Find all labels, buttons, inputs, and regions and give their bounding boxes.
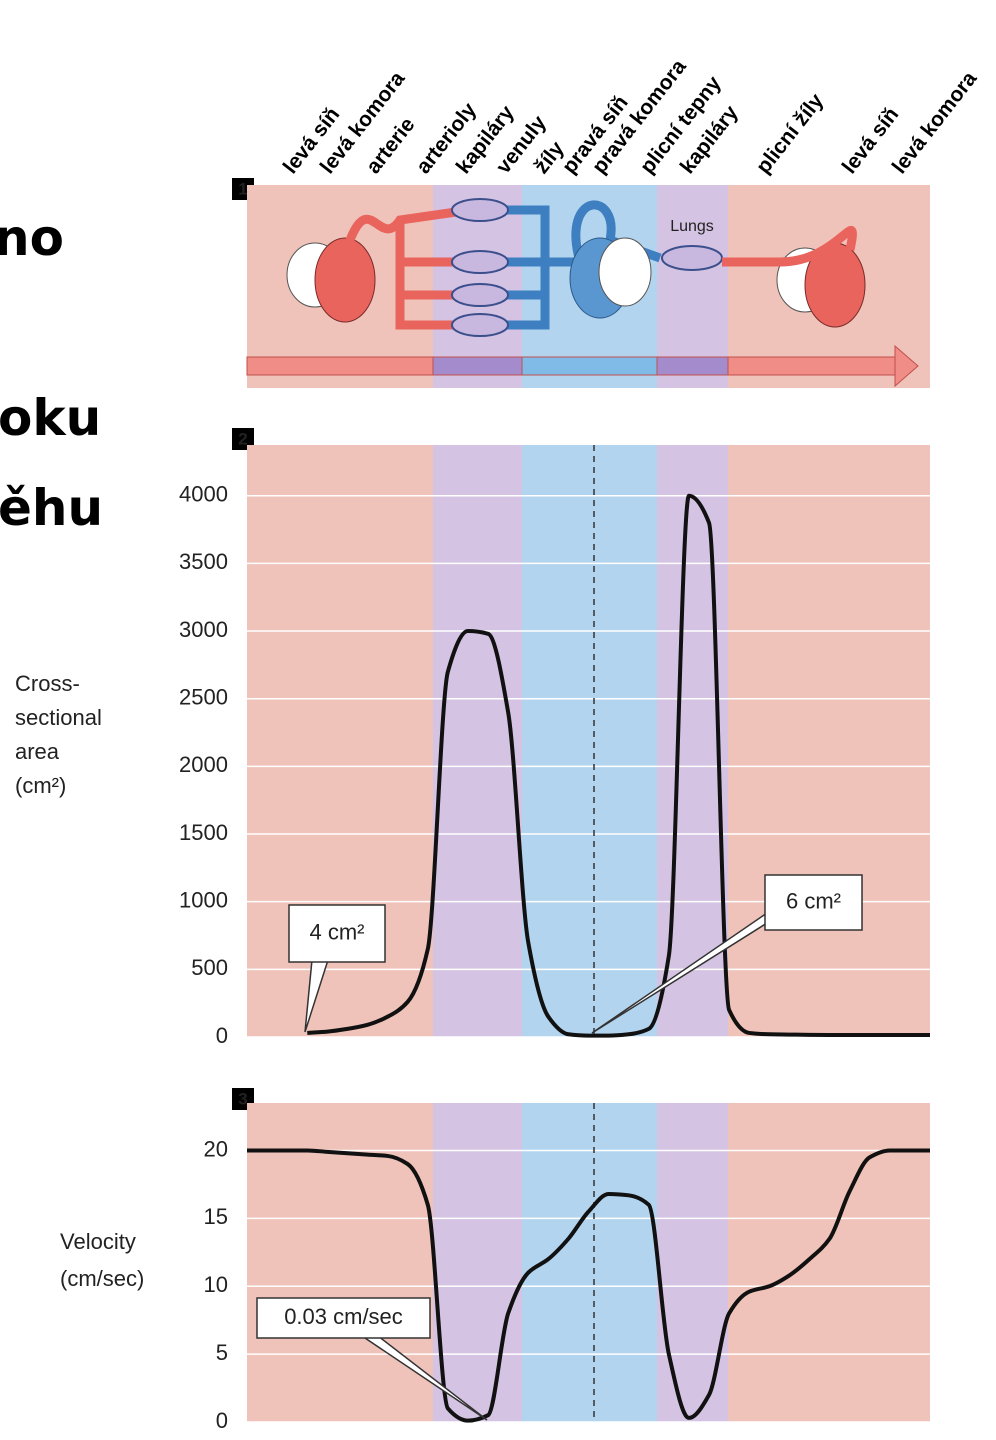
lungs-label: Lungs xyxy=(670,218,714,235)
vessel xyxy=(722,226,857,267)
plot-band xyxy=(433,1103,522,1422)
capillary-bed xyxy=(451,250,509,274)
cut-text: no xyxy=(0,209,64,267)
y-tick-label: 2500 xyxy=(179,685,228,710)
callout-box xyxy=(288,904,386,963)
plot-band xyxy=(728,1103,930,1422)
y-tick-label: 0 xyxy=(216,1023,228,1048)
region-label: plicní žíly xyxy=(752,89,829,178)
vessel xyxy=(490,200,662,330)
y-tick-label: 4000 xyxy=(179,482,228,507)
flow-arrow xyxy=(521,356,658,376)
flow-arrow xyxy=(727,356,896,376)
y-axis-label: sectional xyxy=(15,705,102,730)
callout-text: 0.03 cm/sec xyxy=(284,1304,403,1329)
y-axis-label: (cm²) xyxy=(15,773,66,798)
y-tick-label: 10 xyxy=(204,1272,228,1297)
plot-band xyxy=(522,445,657,1037)
cut-text: oku xyxy=(0,389,101,447)
data-line xyxy=(246,1148,930,1423)
plot-band xyxy=(433,445,522,1037)
y-tick-label: 20 xyxy=(204,1136,228,1161)
callout-text: 4 cm² xyxy=(310,919,365,944)
capillary-bed xyxy=(451,198,509,222)
callout-box xyxy=(764,874,863,931)
heart xyxy=(598,237,652,307)
flow-arrow xyxy=(656,356,729,376)
data-line xyxy=(307,493,930,1038)
flow-arrow-head xyxy=(894,344,919,388)
y-tick-label: 1000 xyxy=(179,887,228,912)
y-tick-label: 1500 xyxy=(179,820,228,845)
panel-number: 3 xyxy=(238,1089,247,1108)
callout-box xyxy=(256,1297,431,1339)
vessel xyxy=(345,205,471,330)
y-tick-label: 3000 xyxy=(179,617,228,642)
y-tick-label: 3500 xyxy=(179,549,228,574)
y-axis-label: area xyxy=(15,739,60,764)
y-tick-label: 15 xyxy=(204,1204,228,1229)
panel-number: 1 xyxy=(238,179,247,198)
plot-band xyxy=(728,445,930,1037)
capillary-bed xyxy=(451,313,509,337)
region-label: levá komora xyxy=(888,67,982,178)
callout-text: 6 cm² xyxy=(786,888,841,913)
diagram-band xyxy=(657,185,728,388)
y-tick-label: 0 xyxy=(216,1408,228,1433)
y-tick-label: 500 xyxy=(191,955,228,980)
capillary-bed xyxy=(661,245,723,271)
y-tick-label: 5 xyxy=(216,1340,228,1365)
flow-arrow xyxy=(246,356,434,376)
y-axis-label: (cm/sec) xyxy=(60,1266,144,1291)
plot-band xyxy=(247,1103,433,1422)
y-axis-label: Cross- xyxy=(15,671,80,696)
cut-text: ěhu xyxy=(0,479,103,537)
y-tick-label: 2000 xyxy=(179,752,228,777)
heart xyxy=(314,237,376,323)
panel-badge xyxy=(232,428,254,450)
flow-arrow xyxy=(432,356,523,376)
capillary-bed xyxy=(451,283,509,307)
y-axis-label: Velocity xyxy=(60,1229,136,1254)
panel-number: 2 xyxy=(238,429,247,448)
